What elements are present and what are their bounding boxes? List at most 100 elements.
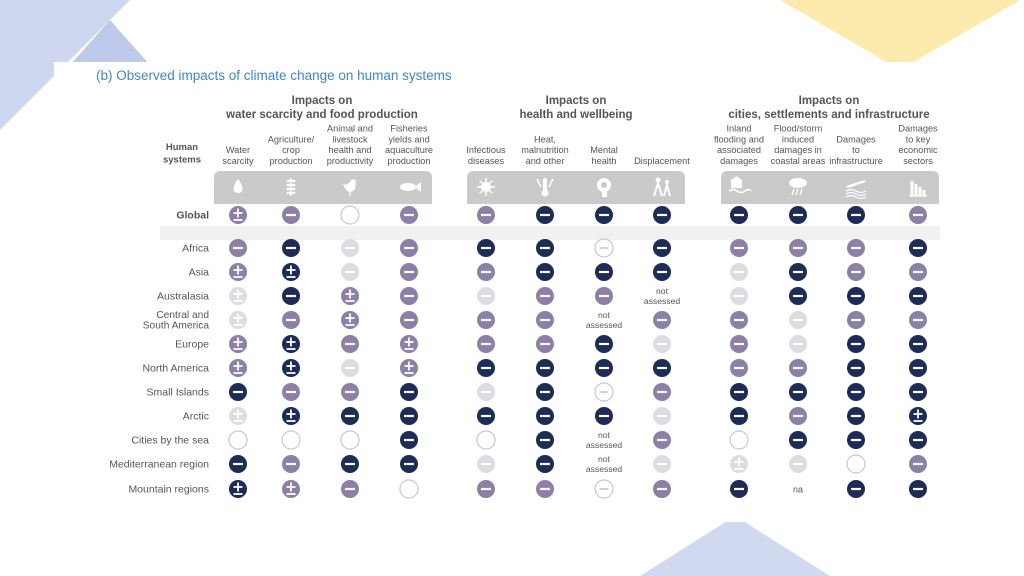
column-header-label: and other: [526, 156, 565, 166]
impact-symbol: [789, 311, 807, 329]
column-header-label: Displacement: [634, 156, 690, 166]
row-label: Arctic: [183, 411, 209, 423]
impact-symbol: [536, 287, 554, 305]
impact-symbol: [653, 335, 671, 353]
impact-symbol: [789, 383, 807, 401]
impact-symbol: [477, 480, 495, 498]
column-header-label: scarcity: [222, 156, 254, 166]
column-header-label: Damages: [836, 134, 876, 144]
displacement-icon: [653, 177, 671, 197]
impact-symbol: [730, 239, 748, 257]
column-header-label: Water: [226, 145, 250, 155]
column-icon-band: [721, 171, 939, 204]
impact-symbol: [536, 263, 554, 281]
group-header-label: water scarcity and food production: [225, 109, 418, 121]
global-separator: [160, 226, 940, 240]
impact-symbol: [847, 239, 865, 257]
impact-symbol: [847, 335, 865, 353]
impact-symbol: [229, 480, 247, 498]
impact-symbol: [789, 287, 807, 305]
impact-symbol: [847, 359, 865, 377]
impact-symbol: [229, 407, 247, 425]
impact-symbol: [229, 239, 247, 257]
impact-symbol: [595, 335, 613, 353]
impact-symbol: [399, 479, 419, 499]
impact-symbol: [477, 359, 495, 377]
impact-symbol: [909, 206, 927, 224]
impact-symbol: [595, 407, 613, 425]
impact-symbol: [909, 407, 927, 425]
impact-symbol: [789, 359, 807, 377]
impact-symbol: [909, 480, 927, 498]
column-header-label: to: [852, 145, 860, 155]
impact-symbol: [730, 335, 748, 353]
row-label: Europe: [175, 339, 209, 351]
impact-symbol: [536, 455, 554, 473]
impact-symbol: [341, 455, 359, 473]
not-applicable-label: na: [793, 485, 803, 495]
decor-triangle-top-left-2: [70, 20, 150, 65]
not-assessed-label: assessed: [586, 440, 623, 450]
water-drop-icon: [233, 179, 243, 193]
impact-symbol: [653, 263, 671, 281]
impact-symbol: [282, 239, 300, 257]
figure-title: (b) Observed impacts of climate change o…: [96, 68, 452, 83]
figure-panel: [54, 62, 970, 522]
impact-symbol: [909, 263, 927, 281]
impact-symbol: [847, 407, 865, 425]
impact-symbol: [229, 455, 247, 473]
impact-symbol: [477, 287, 495, 305]
impact-symbol: [400, 239, 418, 257]
impact-symbol: [400, 335, 418, 353]
impact-symbol: [536, 407, 554, 425]
impact-symbol: [789, 263, 807, 281]
row-label: Asia: [189, 267, 210, 279]
impact-symbol: [730, 287, 748, 305]
column-header-label: health: [591, 156, 616, 166]
row-label: Global: [176, 210, 209, 222]
storm-icon: [789, 178, 807, 196]
impact-symbol: [595, 206, 613, 224]
impact-symbol: [282, 311, 300, 329]
column-icon-band-base: [721, 196, 939, 204]
impact-symbol: [653, 480, 671, 498]
impact-symbol: [400, 431, 418, 449]
impact-symbol: [281, 430, 301, 450]
decor-triangle-bottom: [640, 516, 830, 576]
impact-symbol: [653, 455, 671, 473]
impact-symbol: [341, 311, 359, 329]
column-header-label: Mental: [590, 145, 618, 155]
not-assessed-label: not: [598, 310, 611, 320]
impact-symbol: [595, 359, 613, 377]
impact-symbol: [847, 287, 865, 305]
impact-symbol: [282, 455, 300, 473]
impact-symbol: [653, 311, 671, 329]
column-header-label: Fisheries: [390, 124, 428, 134]
impact-symbol: [400, 359, 418, 377]
impact-symbol: [400, 407, 418, 425]
impact-symbol: [847, 431, 865, 449]
row-label: Mountain regions: [128, 484, 209, 496]
impact-symbol: [789, 431, 807, 449]
column-header-label: flooding and: [714, 134, 764, 144]
decor-triangle-top-right: [780, 0, 1020, 70]
impact-symbol: [730, 455, 748, 473]
column-header-label: Damages: [898, 124, 938, 134]
impact-symbol: [730, 407, 748, 425]
column-header-label: production: [270, 156, 313, 166]
group-header-label: health and wellbeing: [519, 109, 632, 121]
chicken-icon: [343, 179, 356, 196]
impact-symbol: [340, 430, 360, 450]
impact-symbol: [653, 431, 671, 449]
impact-symbol: [228, 430, 248, 450]
column-header-label: damages: [720, 156, 758, 166]
impact-symbol: [400, 287, 418, 305]
group-header-label: Impacts on: [546, 95, 607, 107]
impact-symbol: [229, 335, 247, 353]
impact-symbol: [909, 431, 927, 449]
row-label: South America: [143, 321, 210, 332]
impact-symbol: [400, 263, 418, 281]
impact-symbol: [400, 383, 418, 401]
column-header-label: sectors: [903, 156, 933, 166]
